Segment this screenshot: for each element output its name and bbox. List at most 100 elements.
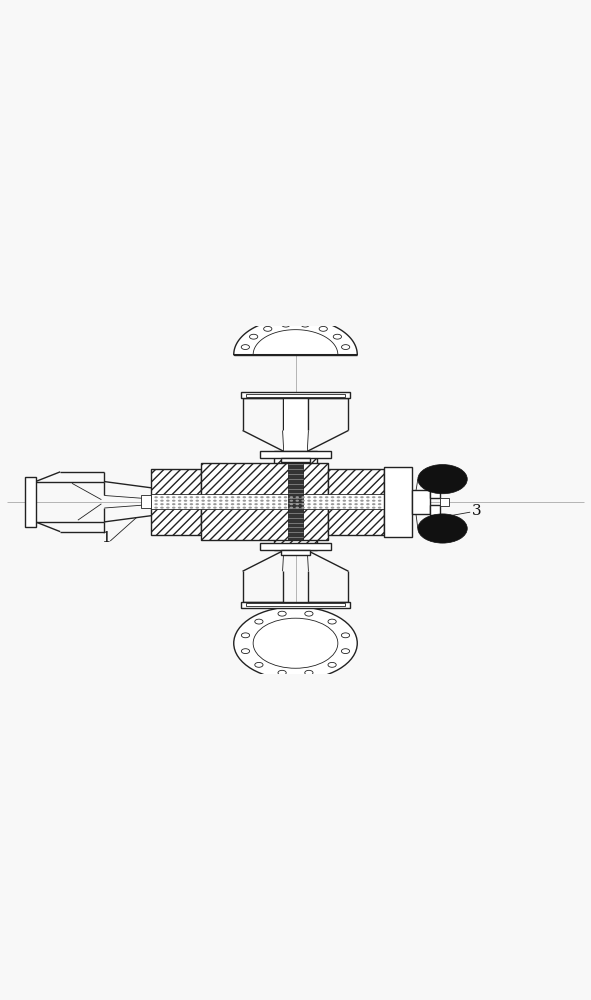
Bar xyxy=(202,463,328,540)
Circle shape xyxy=(172,503,176,505)
Circle shape xyxy=(418,465,467,494)
Circle shape xyxy=(301,500,305,502)
Circle shape xyxy=(331,500,335,502)
Circle shape xyxy=(202,507,205,509)
Circle shape xyxy=(213,507,217,509)
Circle shape xyxy=(325,500,329,502)
Circle shape xyxy=(290,507,293,509)
Circle shape xyxy=(266,496,269,498)
Circle shape xyxy=(266,500,269,502)
Circle shape xyxy=(355,507,358,509)
Circle shape xyxy=(202,500,205,502)
Circle shape xyxy=(231,500,234,502)
Circle shape xyxy=(166,496,170,498)
Circle shape xyxy=(248,507,252,509)
Circle shape xyxy=(313,503,317,505)
Bar xyxy=(246,394,345,397)
Circle shape xyxy=(337,507,340,509)
Circle shape xyxy=(290,496,293,498)
Text: 1: 1 xyxy=(102,531,111,545)
Circle shape xyxy=(160,500,164,502)
Polygon shape xyxy=(233,318,358,355)
Bar xyxy=(281,550,310,555)
Circle shape xyxy=(355,496,358,498)
Circle shape xyxy=(333,334,342,339)
Circle shape xyxy=(154,496,158,498)
Circle shape xyxy=(278,507,281,509)
Circle shape xyxy=(236,503,240,505)
Circle shape xyxy=(307,503,311,505)
Circle shape xyxy=(172,500,176,502)
Circle shape xyxy=(296,507,299,509)
Circle shape xyxy=(307,500,311,502)
Bar xyxy=(384,467,412,537)
Circle shape xyxy=(343,500,346,502)
Circle shape xyxy=(196,507,199,509)
Circle shape xyxy=(178,503,181,505)
Circle shape xyxy=(233,607,358,680)
Circle shape xyxy=(178,500,181,502)
Circle shape xyxy=(196,496,199,498)
Circle shape xyxy=(207,500,211,502)
Circle shape xyxy=(328,662,336,667)
Bar xyxy=(151,469,202,535)
Circle shape xyxy=(242,500,246,502)
Bar xyxy=(440,498,449,506)
Circle shape xyxy=(296,496,299,498)
Circle shape xyxy=(225,496,229,498)
Circle shape xyxy=(378,503,381,505)
Circle shape xyxy=(319,507,323,509)
Circle shape xyxy=(241,649,249,654)
Text: 2: 2 xyxy=(452,479,461,493)
Circle shape xyxy=(249,334,258,339)
Circle shape xyxy=(290,500,293,502)
Circle shape xyxy=(372,500,375,502)
Circle shape xyxy=(284,496,287,498)
Circle shape xyxy=(378,500,381,502)
Circle shape xyxy=(231,507,234,509)
Circle shape xyxy=(349,507,352,509)
Bar xyxy=(281,458,310,462)
Circle shape xyxy=(355,500,358,502)
Circle shape xyxy=(255,662,263,667)
Bar xyxy=(284,398,307,451)
Circle shape xyxy=(325,507,329,509)
Bar xyxy=(151,494,384,509)
Circle shape xyxy=(366,507,369,509)
Bar xyxy=(246,603,345,606)
Bar xyxy=(274,451,317,474)
Bar xyxy=(260,543,331,550)
Circle shape xyxy=(360,496,363,498)
Circle shape xyxy=(242,496,246,498)
Circle shape xyxy=(290,503,293,505)
Bar xyxy=(241,602,350,608)
Circle shape xyxy=(349,496,352,498)
Circle shape xyxy=(278,670,286,675)
Circle shape xyxy=(307,496,311,498)
Bar xyxy=(412,490,430,514)
Circle shape xyxy=(154,503,158,505)
Circle shape xyxy=(372,503,375,505)
Circle shape xyxy=(301,322,309,327)
Circle shape xyxy=(272,507,275,509)
Circle shape xyxy=(313,507,317,509)
Bar xyxy=(260,451,331,458)
Circle shape xyxy=(178,507,181,509)
Circle shape xyxy=(225,507,229,509)
Circle shape xyxy=(313,500,317,502)
Circle shape xyxy=(154,500,158,502)
Circle shape xyxy=(225,500,229,502)
Circle shape xyxy=(301,503,305,505)
Circle shape xyxy=(184,507,187,509)
Circle shape xyxy=(178,496,181,498)
Circle shape xyxy=(284,507,287,509)
Circle shape xyxy=(236,500,240,502)
Circle shape xyxy=(328,619,336,624)
Circle shape xyxy=(278,611,286,616)
Circle shape xyxy=(278,503,281,505)
Circle shape xyxy=(260,507,264,509)
Circle shape xyxy=(272,500,275,502)
Circle shape xyxy=(219,496,223,498)
Bar xyxy=(288,463,303,540)
Circle shape xyxy=(160,503,164,505)
